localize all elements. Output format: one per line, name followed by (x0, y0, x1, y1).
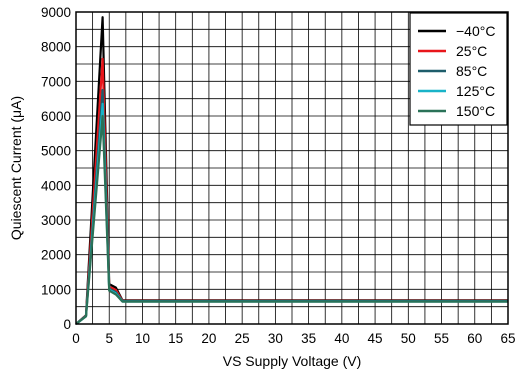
legend-label: 125°C (456, 83, 495, 99)
legend-label: −40°C (456, 23, 495, 39)
x-axis-title: VS Supply Voltage (V) (223, 353, 362, 369)
x-tick-label: 65 (500, 331, 515, 346)
y-tick-label: 3000 (41, 213, 71, 228)
y-tick-label: 8000 (41, 40, 71, 55)
legend-label: 25°C (456, 43, 487, 59)
series-line-4 (75, 114, 508, 325)
legend-label: 85°C (456, 63, 487, 79)
x-tick-label: 35 (301, 331, 316, 346)
y-tick-label: 2000 (41, 248, 71, 263)
x-tick-label: 40 (334, 331, 349, 346)
x-tick-label: 5 (105, 331, 113, 346)
x-tick-label: 0 (72, 331, 80, 346)
legend-label: 150°C (456, 103, 495, 119)
y-axis-ticks: 0 1000 2000 3000 4000 5000 6000 7000 8000 9000 (41, 5, 71, 332)
x-tick-label: 60 (467, 331, 482, 346)
y-tick-label: 9000 (41, 5, 71, 20)
x-tick-label: 45 (368, 331, 383, 346)
x-tick-label: 10 (135, 331, 150, 346)
x-tick-label: 55 (434, 331, 449, 346)
y-tick-label: 4000 (41, 178, 71, 193)
y-tick-label: 6000 (41, 109, 71, 124)
x-tick-label: 20 (201, 331, 216, 346)
plot-frame (75, 11, 509, 325)
y-tick-label: 0 (63, 317, 71, 332)
x-tick-label: 30 (268, 331, 283, 346)
legend: −40°C 25°C 85°C 125°C 150°C (409, 12, 508, 126)
x-tick-label: 50 (401, 331, 416, 346)
x-tick-label: 15 (168, 331, 183, 346)
y-tick-label: 1000 (41, 282, 71, 297)
y-tick-label: 7000 (41, 74, 71, 89)
series-layer (75, 16, 508, 325)
y-axis-title: Quiescent Current (μA) (8, 96, 24, 240)
y-tick-label: 5000 (41, 144, 71, 159)
x-axis-ticks: 0 5 10 15 20 25 30 35 40 45 50 55 60 65 (72, 331, 515, 346)
x-tick-label: 25 (235, 331, 250, 346)
